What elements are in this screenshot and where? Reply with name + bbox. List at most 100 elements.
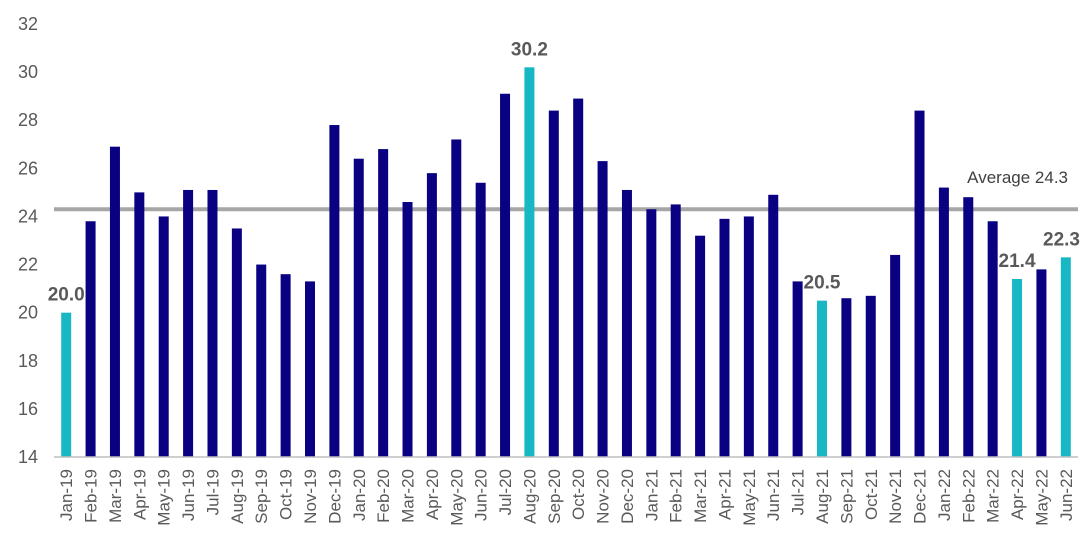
x-tick-label: Feb-19 (82, 469, 101, 523)
bar-dec-19 (329, 125, 340, 458)
y-tick-label: 32 (18, 14, 38, 34)
bar-nov-20 (597, 161, 608, 457)
x-tick-label: Apr-19 (130, 469, 149, 520)
x-axis-ticks: Jan-19 Feb-19 Mar-19 Apr-19 May-19 Jun-19 Jul-… (57, 469, 1076, 526)
data-label-jan-19: 20.0 (48, 285, 85, 306)
x-tick-label: Dec-19 (325, 469, 344, 524)
x-tick-label: Feb-21 (667, 469, 686, 523)
bar-may-20 (451, 139, 462, 457)
bars (61, 67, 1071, 458)
bar-oct-21 (865, 295, 876, 457)
x-tick-label: Jun-19 (179, 469, 198, 521)
data-label-aug-21: 20.5 (804, 273, 841, 294)
bar-aug-19 (231, 228, 242, 457)
x-tick-label: Mar-20 (399, 469, 418, 523)
y-tick-label: 16 (18, 399, 38, 419)
bar-jul-20 (500, 93, 511, 457)
data-label-aug-20: 30.2 (511, 39, 548, 60)
x-tick-label: May-19 (155, 469, 174, 526)
bar-jan-20 (353, 158, 364, 457)
bar-jan-22 (938, 187, 949, 458)
x-tick-label: Sep-21 (837, 469, 856, 524)
bar-sep-20 (548, 110, 559, 457)
x-tick-label: Mar-19 (106, 469, 125, 523)
bar-feb-22 (963, 197, 974, 457)
bar-apr-21 (719, 218, 730, 457)
x-tick-label: May-20 (447, 469, 466, 526)
y-tick-label: 14 (18, 447, 38, 467)
y-axis-ticks: 14 16 18 20 22 24 26 28 30 32 (18, 14, 38, 467)
y-tick-label: 20 (18, 303, 38, 323)
bar-jun-20 (475, 182, 486, 457)
bar-feb-21 (670, 204, 681, 457)
x-tick-label: Nov-21 (886, 469, 905, 524)
bar-dec-21 (914, 110, 925, 457)
data-label-apr-22: 21.4 (999, 251, 1036, 272)
data-label-jun-22: 22.3 (1043, 229, 1080, 250)
bar-jun-21 (768, 194, 779, 458)
x-tick-label: Sep-20 (545, 469, 564, 524)
x-tick-label: Oct-21 (862, 469, 881, 520)
bar-apr-19 (134, 192, 145, 457)
x-tick-label: Mar-22 (984, 469, 1003, 523)
bar-feb-19 (85, 221, 96, 457)
bar-mar-22 (987, 221, 998, 457)
bar-mar-21 (695, 235, 706, 457)
bar-oct-20 (573, 98, 584, 458)
x-tick-label: May-21 (740, 469, 759, 526)
x-tick-label: Jun-21 (764, 469, 783, 521)
x-tick-label: Jun-22 (1057, 469, 1076, 521)
x-tick-label: Dec-21 (911, 469, 930, 524)
bar-jan-19 (61, 312, 72, 457)
x-tick-label: Jan-19 (57, 469, 76, 521)
bar-sep-19 (256, 264, 267, 457)
bar-sep-21 (841, 298, 852, 457)
x-tick-label: Apr-21 (715, 469, 734, 520)
y-tick-label: 18 (18, 351, 38, 371)
bar-may-22 (1036, 269, 1047, 457)
x-tick-label: Jul-21 (789, 469, 808, 515)
bar-jun-22 (1060, 257, 1071, 457)
bar-feb-20 (378, 149, 389, 458)
y-tick-label: 26 (18, 158, 38, 178)
bar-mar-19 (109, 146, 120, 457)
x-tick-label: Jun-20 (472, 469, 491, 521)
x-tick-label: Jul-19 (203, 469, 222, 515)
bar-nov-21 (890, 254, 901, 457)
x-tick-label: Apr-22 (1008, 469, 1027, 520)
bar-may-21 (743, 216, 754, 457)
x-tick-label: Nov-20 (594, 469, 613, 524)
x-tick-label: Sep-19 (252, 469, 271, 524)
bar-aug-20 (524, 67, 535, 458)
x-tick-label: Aug-19 (228, 469, 247, 524)
y-tick-label: 28 (18, 110, 38, 130)
bar-oct-19 (280, 274, 291, 457)
x-tick-label: Nov-19 (301, 469, 320, 524)
x-tick-label: Jan-22 (935, 469, 954, 521)
average-label: Average 24.3 (967, 168, 1068, 187)
x-tick-label: May-22 (1032, 469, 1051, 526)
bar-may-19 (158, 216, 169, 457)
x-tick-label: Oct-20 (569, 469, 588, 520)
y-tick-label: 30 (18, 62, 38, 82)
bar-aug-21 (817, 300, 827, 457)
x-tick-label: Jan-21 (642, 469, 661, 521)
bar-jul-21 (792, 281, 803, 457)
data-labels: 20.0 30.2 20.5 21.4 22.3 (48, 39, 1080, 305)
bar-apr-22 (1012, 278, 1023, 457)
x-tick-label: Oct-19 (277, 469, 296, 520)
bar-mar-20 (402, 202, 413, 457)
bar-dec-20 (621, 189, 632, 457)
x-tick-label: Feb-20 (374, 469, 393, 523)
bar-nov-19 (305, 281, 315, 457)
bar-apr-20 (426, 173, 437, 457)
x-tick-label: Mar-21 (691, 469, 710, 523)
bar-jun-19 (183, 189, 194, 457)
x-tick-label: Jul-20 (496, 469, 515, 515)
x-tick-label: Aug-21 (813, 469, 832, 524)
y-tick-label: 24 (18, 206, 38, 226)
x-tick-label: Dec-20 (618, 469, 637, 524)
x-tick-label: Aug-20 (520, 469, 539, 524)
x-tick-label: Apr-20 (423, 469, 442, 520)
x-tick-label: Feb-22 (959, 469, 978, 523)
